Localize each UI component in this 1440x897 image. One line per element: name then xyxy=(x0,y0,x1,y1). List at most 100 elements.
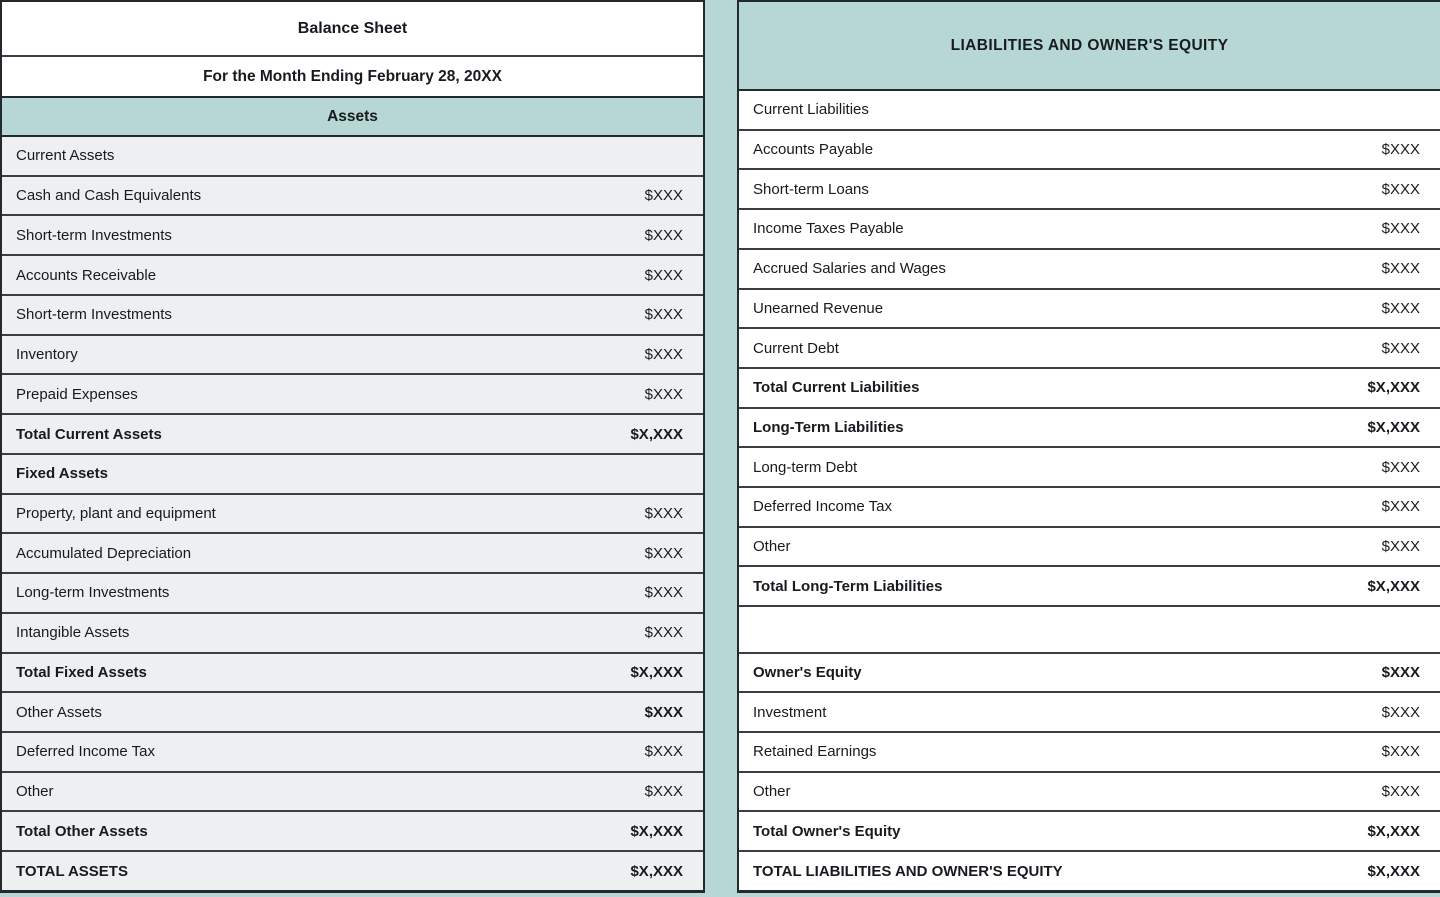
row-label: Other xyxy=(753,538,791,556)
row-label: Long-term Investments xyxy=(16,584,170,602)
row-value: $XXX xyxy=(644,783,683,801)
table-row: Intangible Assets $XXX xyxy=(2,613,703,654)
row-label: Accumulated Depreciation xyxy=(16,544,192,562)
row-value: $X,XXX xyxy=(630,862,683,880)
table-row: Long-Term Liabilities $X,XXX xyxy=(739,408,1440,449)
assets-rows: Current Assets Cash and Cash Equivalents $… xyxy=(2,137,703,890)
table-row: Unearned Revenue $XXX xyxy=(739,289,1440,330)
assets-table: Balance Sheet For the Month Ending Febru… xyxy=(0,0,705,893)
liabilities-rows: Current Liabilities Accounts Payable $XXX S… xyxy=(739,91,1440,890)
row-label: Total Current Liabilities xyxy=(753,379,920,397)
row-value: $XXX xyxy=(644,346,683,364)
row-label: Long-term Debt xyxy=(753,458,858,476)
row-label: Total Fixed Assets xyxy=(16,663,147,681)
row-label: Unearned Revenue xyxy=(753,299,884,317)
table-row: Accounts Payable $XXX xyxy=(739,130,1440,171)
row-value: $XXX xyxy=(1381,220,1420,238)
row-value: $XXX xyxy=(1381,538,1420,556)
spacer-row xyxy=(739,607,1440,654)
row-label: Current Liabilities xyxy=(753,101,869,119)
table-row: Total Fixed Assets $X,XXX xyxy=(2,653,703,694)
row-value: $XXX xyxy=(644,504,683,522)
row-value: $XXX xyxy=(1381,783,1420,801)
row-label: Prepaid Expenses xyxy=(16,385,138,403)
table-row: Other $XXX xyxy=(739,772,1440,813)
table-row: Current Liabilities xyxy=(739,91,1440,131)
table-row: Property, plant and equipment $XXX xyxy=(2,494,703,535)
row-label: Accrued Salaries and Wages xyxy=(753,260,946,278)
row-label: Inventory xyxy=(16,346,78,364)
row-value: $XXX xyxy=(1381,260,1420,278)
table-row: TOTAL ASSETS $X,XXX xyxy=(2,852,703,890)
row-value: $X,XXX xyxy=(1367,822,1420,840)
table-row: Short-term Investments $XXX xyxy=(2,216,703,257)
table-row: Total Current Liabilities $X,XXX xyxy=(739,368,1440,409)
row-value: $XXX xyxy=(644,187,683,205)
table-row: Accumulated Depreciation $XXX xyxy=(2,534,703,575)
row-value: $XXX xyxy=(644,703,683,721)
row-value: $XXX xyxy=(644,743,683,761)
row-value: $X,XXX xyxy=(630,663,683,681)
assets-header: Assets xyxy=(2,98,703,137)
row-label: Current Debt xyxy=(753,339,839,357)
row-label: Property, plant and equipment xyxy=(16,504,216,522)
row-label: Owner's Equity xyxy=(753,663,862,681)
row-label: TOTAL LIABILITIES AND OWNER'S EQUITY xyxy=(753,862,1063,880)
table-row: Other $XXX xyxy=(2,772,703,813)
table-row: Cash and Cash Equivalents $XXX xyxy=(2,176,703,217)
row-label: Retained Earnings xyxy=(753,743,877,761)
row-value: $XXX xyxy=(1381,141,1420,159)
row-label: Other Assets xyxy=(16,703,102,721)
table-row: Owner's Equity $XXX xyxy=(739,653,1440,694)
row-label: Deferred Income Tax xyxy=(16,743,155,761)
table-row: Deferred Income Tax $XXX xyxy=(739,488,1440,528)
table-row: Long-term Debt $XXX xyxy=(739,448,1440,489)
row-label: Short-term Investments xyxy=(16,226,172,244)
table-row: Fixed Assets xyxy=(2,454,703,495)
row-value: $XXX xyxy=(644,306,683,324)
row-label: Other xyxy=(16,783,54,801)
table-row: Short-term Investments $XXX xyxy=(2,295,703,336)
row-value: $X,XXX xyxy=(1367,379,1420,397)
row-label: Deferred Income Tax xyxy=(753,498,892,516)
row-value: $XXX xyxy=(644,544,683,562)
sheet-title: Balance Sheet xyxy=(2,2,703,57)
table-row: Short-term Loans $XXX xyxy=(739,170,1440,211)
row-label: Accounts Receivable xyxy=(16,266,157,284)
row-label: Accounts Payable xyxy=(753,141,874,159)
row-value: $XXX xyxy=(1381,339,1420,357)
row-label: Investment xyxy=(753,703,827,721)
row-label: Current Assets xyxy=(16,147,115,165)
row-value: $XXX xyxy=(644,624,683,642)
row-label: Short-term Investments xyxy=(16,306,172,324)
row-value: $XXX xyxy=(1381,703,1420,721)
table-row: Other Assets $XXX xyxy=(2,693,703,734)
row-label: Long-Term Liabilities xyxy=(753,418,904,436)
row-value: $X,XXX xyxy=(1367,862,1420,880)
row-value: $X,XXX xyxy=(1367,577,1420,595)
row-label: Short-term Loans xyxy=(753,180,869,198)
row-value: $X,XXX xyxy=(630,822,683,840)
row-value: $XXX xyxy=(644,385,683,403)
table-row: Total Other Assets $X,XXX xyxy=(2,812,703,853)
row-value: $XXX xyxy=(644,226,683,244)
row-value: $X,XXX xyxy=(630,425,683,443)
table-row: Long-term Investments $XXX xyxy=(2,574,703,614)
row-label: Fixed Assets xyxy=(16,465,108,483)
row-value: $XXX xyxy=(1381,498,1420,516)
row-label: Cash and Cash Equivalents xyxy=(16,187,202,205)
row-label: TOTAL ASSETS xyxy=(16,862,128,880)
row-value: $XXX xyxy=(1381,299,1420,317)
table-row: Retained Earnings $XXX xyxy=(739,733,1440,773)
row-value: $XXX xyxy=(1381,663,1420,681)
table-row: Deferred Income Tax $XXX xyxy=(2,733,703,773)
liabilities-header: LIABILITIES AND OWNER'S EQUITY xyxy=(739,2,1440,91)
table-row: Total Long-Term Liabilities $X,XXX xyxy=(739,567,1440,608)
row-value: $X,XXX xyxy=(1367,418,1420,436)
row-label: Other xyxy=(753,783,791,801)
table-row: Current Debt $XXX xyxy=(739,329,1440,369)
liabilities-table: LIABILITIES AND OWNER'S EQUITY Current L… xyxy=(737,0,1440,893)
table-row: Investment $XXX xyxy=(739,693,1440,734)
table-row: Accrued Salaries and Wages $XXX xyxy=(739,249,1440,290)
row-label: Total Owner's Equity xyxy=(753,822,901,840)
